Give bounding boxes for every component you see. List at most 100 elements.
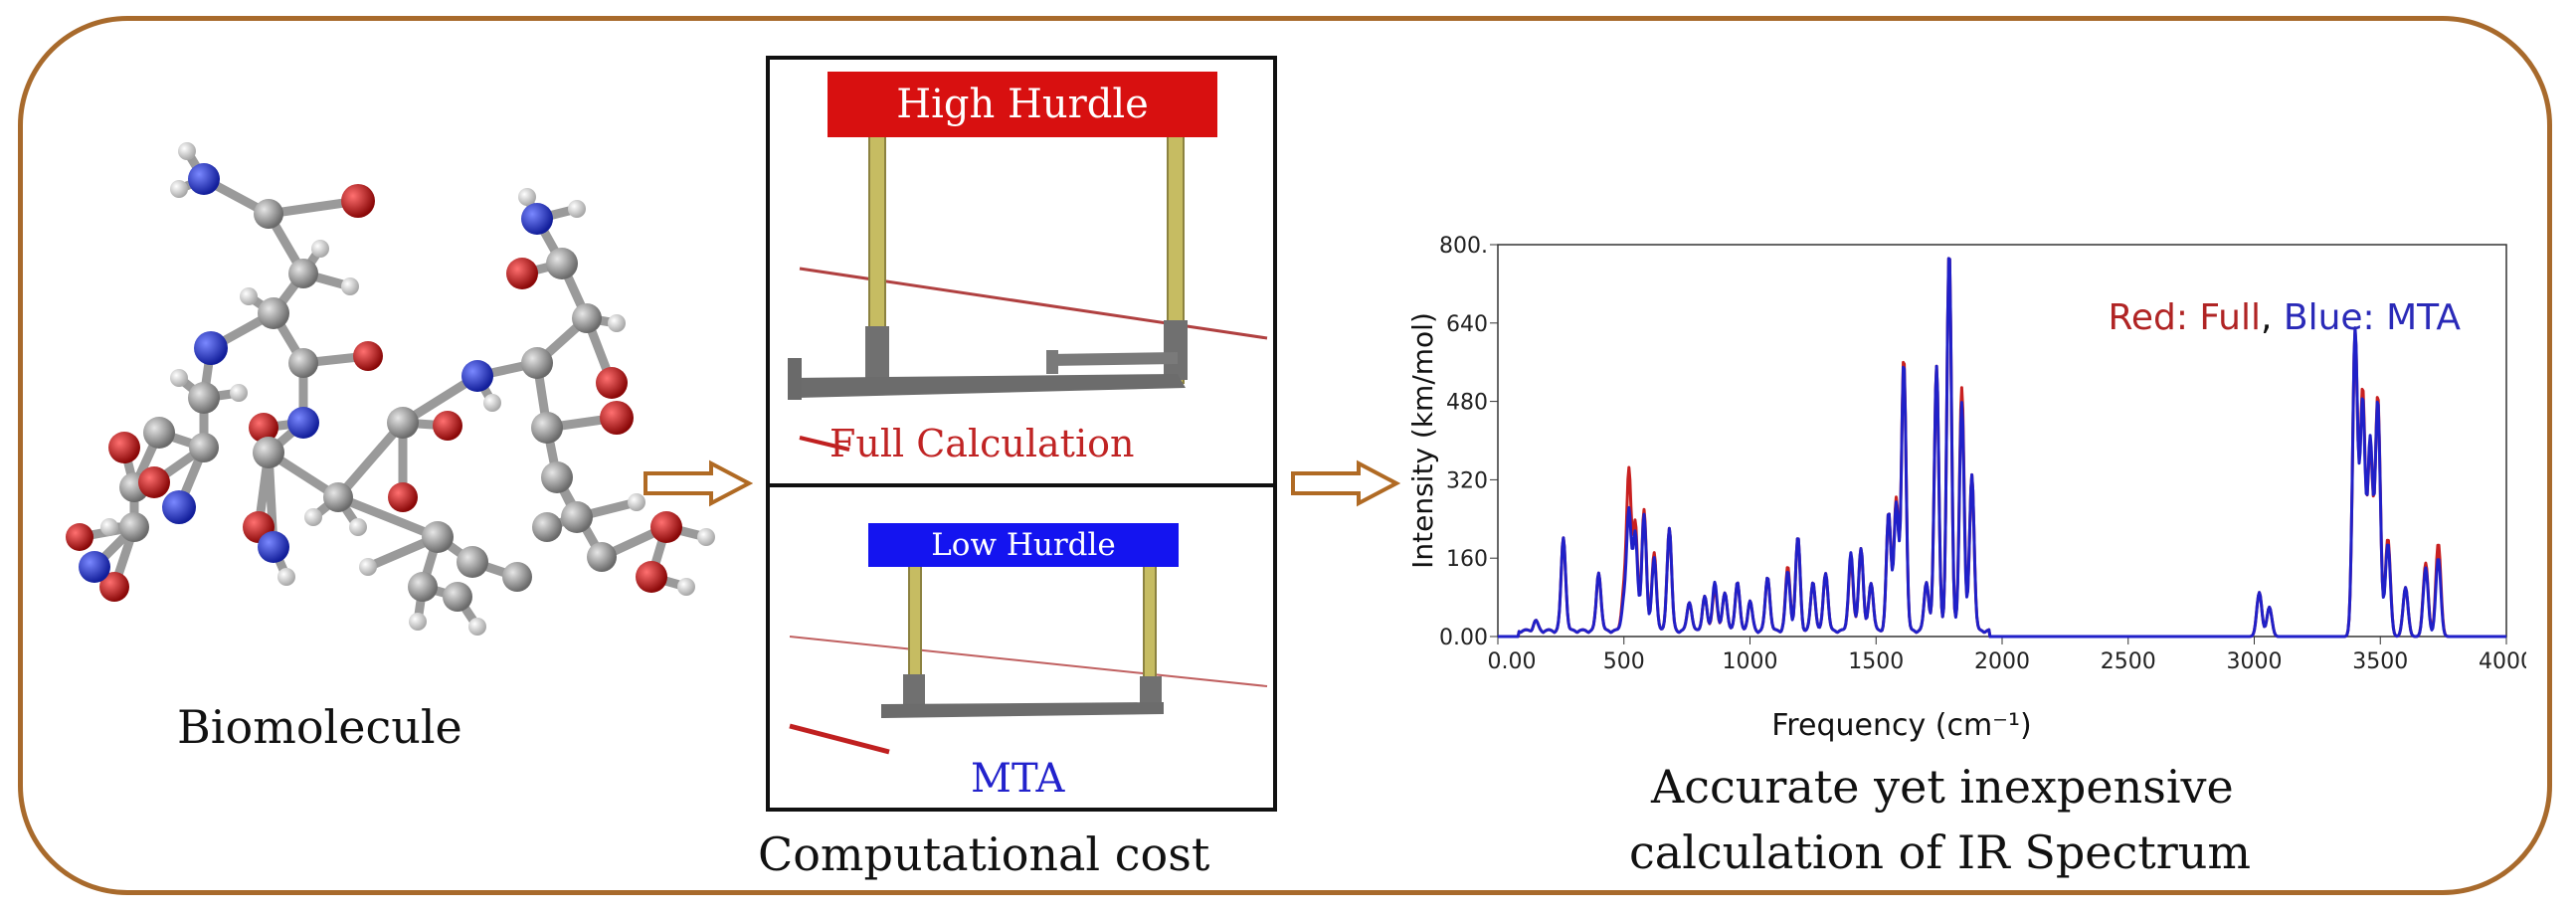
ir-spectrum-chart: 0.00 160 320 480 640 800. 0.00 500 1000 1500 2000… — [1406, 234, 2526, 743]
oxygen-atom — [66, 523, 93, 551]
result-caption-line2: calculation of IR Spectrum — [1629, 825, 2251, 879]
oxygen-atom — [506, 258, 538, 289]
carbon-atom — [408, 572, 438, 602]
oxygen-atom — [99, 572, 129, 602]
carbon-atom — [253, 437, 284, 468]
carbon-atom — [561, 501, 593, 533]
mta-label: MTA — [971, 756, 1065, 802]
hydrogen-atom — [277, 568, 295, 586]
nitrogen-atom — [521, 203, 553, 235]
hydrogen-atom — [170, 180, 188, 198]
oxygen-atom — [108, 432, 140, 463]
bond — [333, 418, 408, 502]
nitrogen-atom — [162, 490, 196, 524]
carbon-atom — [532, 512, 562, 542]
oxygen-atom — [596, 367, 628, 399]
x-axis-label: Frequency (cm⁻¹) — [1771, 708, 2032, 743]
high-hurdle-panel: High Hurdle Full Calculation — [766, 56, 1277, 487]
hydrogen-atom — [628, 493, 645, 511]
carbon-atom — [587, 542, 617, 572]
carbon-atom — [521, 347, 553, 379]
oxygen-atom — [341, 184, 375, 218]
hydrogen-atom — [568, 200, 586, 218]
x-tick-label: 2000 — [1974, 649, 2030, 674]
x-tick-label: 1500 — [1848, 649, 1904, 674]
oxygen-atom — [636, 561, 667, 593]
carbon-atom — [572, 303, 602, 333]
legend-mta: Blue: MTA — [2284, 297, 2461, 338]
x-tick-label: 1000 — [1723, 649, 1778, 674]
carbon-atom — [502, 562, 532, 592]
hydrogen-atom — [409, 613, 427, 631]
y-tick-label: 320 — [1446, 468, 1488, 493]
y-axis-label: Intensity (km/mol) — [1406, 312, 1439, 569]
hydrogen-atom — [178, 142, 196, 160]
bond — [333, 492, 443, 542]
oxygen-atom — [388, 482, 418, 512]
carbon-atom — [531, 412, 563, 444]
x-tick-label: 4000 — [2479, 649, 2526, 674]
carbon-atom — [254, 199, 283, 229]
legend-full: Red: Full — [2108, 297, 2261, 338]
arrow-right-icon — [1291, 459, 1400, 507]
carbon-atom — [143, 417, 175, 449]
oxygen-atom — [600, 401, 634, 435]
low-hurdle-panel: Low Hurdle MTA — [766, 483, 1277, 812]
hydrogen-atom — [677, 578, 695, 596]
x-tick-label: 3000 — [2227, 649, 2283, 674]
hydrogen-atom — [608, 314, 626, 332]
nitrogen-atom — [287, 407, 319, 439]
biomolecule-label: Biomolecule — [177, 700, 462, 754]
x-tick-label: 2500 — [2101, 649, 2156, 674]
carbon-atom — [422, 521, 454, 553]
hydrogen-atom — [483, 394, 501, 412]
oxygen-atom — [353, 341, 383, 371]
svg-text:Red: Full, Blue: MTA: Red: Full, Blue: MTA — [2108, 297, 2461, 338]
carbon-atom — [546, 248, 578, 279]
carbon-atom — [541, 461, 573, 493]
nitrogen-atom — [79, 551, 110, 583]
hydrogen-atom — [230, 384, 248, 402]
nitrogen-atom — [194, 331, 228, 365]
nitrogen-atom — [258, 531, 289, 563]
carbon-atom — [188, 382, 220, 414]
y-tick-label: 0.00 — [1439, 626, 1488, 650]
y-tick-label: 160 — [1446, 547, 1488, 572]
x-tick-label: 500 — [1603, 649, 1645, 674]
oxygen-atom — [433, 411, 462, 441]
result-caption-line1: Accurate yet inexpensive — [1651, 760, 2234, 814]
carbon-atom — [258, 297, 289, 329]
series-line-mta — [1497, 257, 2507, 639]
hydrogen-atom — [100, 518, 118, 536]
carbon-atom — [288, 259, 318, 288]
carbon-atom — [189, 433, 219, 462]
oxygen-atom — [138, 466, 170, 498]
carbon-atom — [323, 482, 353, 512]
low-hurdle-bar: Low Hurdle — [868, 523, 1179, 567]
nitrogen-atom — [461, 360, 493, 392]
nitrogen-atom — [188, 163, 220, 195]
computational-cost-label: Computational cost — [758, 827, 1210, 881]
hydrogen-atom — [518, 188, 536, 206]
carbon-atom — [288, 348, 318, 378]
oxygen-atom — [249, 413, 278, 443]
carbon-atom — [457, 546, 488, 578]
arrow-right-icon — [644, 459, 753, 507]
legend-separator: , — [2261, 297, 2284, 338]
hydrogen-atom — [170, 369, 188, 387]
y-tick-label: 480 — [1446, 391, 1488, 416]
hydrogen-atom — [240, 287, 258, 305]
hydrogen-atom — [311, 240, 329, 258]
carbon-atom — [443, 582, 472, 612]
high-hurdle-bar: High Hurdle — [828, 72, 1217, 137]
hydrogen-atom — [468, 618, 486, 636]
biomolecule-model — [66, 142, 715, 636]
hydrogen-atom — [697, 528, 715, 546]
hydrogen-atom — [304, 508, 322, 526]
full-calculation-label: Full Calculation — [829, 422, 1135, 465]
carbon-atom — [119, 512, 149, 542]
hydrogen-atom — [341, 277, 359, 295]
x-tick-label: 0.00 — [1488, 649, 1537, 674]
x-tick-label: 3500 — [2352, 649, 2408, 674]
hydrogen-atom — [349, 518, 367, 536]
